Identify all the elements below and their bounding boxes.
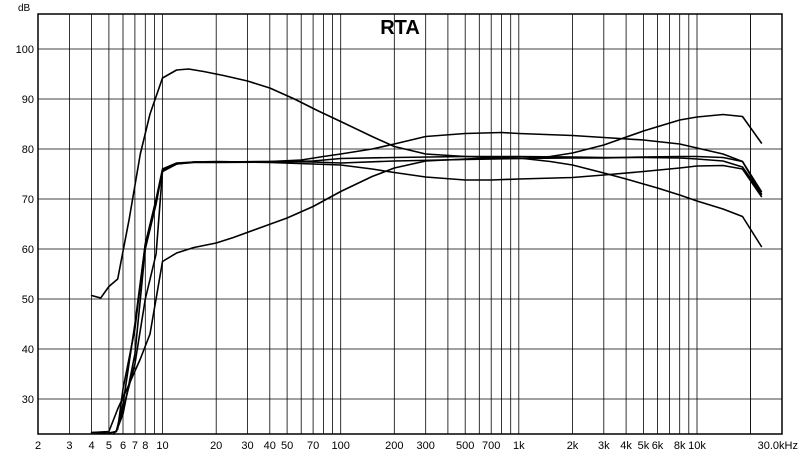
series-line-4 <box>112 131 763 435</box>
x-tick-label: 1k <box>513 440 525 452</box>
y-axis-ticks: 30 40 50 60 70 80 90 100 <box>16 44 34 406</box>
y-axis-unit-label: dB <box>18 3 31 14</box>
y-tick-label: 40 <box>22 344 34 356</box>
plot-frame <box>37 13 783 435</box>
x-axis-ticks: 2 3 4 5 6 7 8 10 20 30 40 50 70 100 200 300 500 700 1k 2k 3k… <box>35 440 798 452</box>
y-tick-label: 100 <box>16 44 34 56</box>
y-tick-label: 50 <box>22 294 34 306</box>
x-tick-label: 10k <box>688 440 706 452</box>
x-tick-label: 3 <box>66 440 72 452</box>
x-tick-label: 500 <box>456 440 474 452</box>
x-tick-label: 20 <box>210 440 222 452</box>
x-tick-label: 3k <box>598 440 610 452</box>
x-tick-label: 30 <box>241 440 253 452</box>
grid <box>38 14 782 434</box>
y-tick-label: 30 <box>22 394 34 406</box>
series-line-5 <box>115 160 763 433</box>
series-line-6 <box>90 113 763 434</box>
x-tick-label: 50 <box>281 440 293 452</box>
series-line-2 <box>90 155 763 434</box>
x-tick-label: 2k <box>567 440 579 452</box>
series-line-1 <box>90 68 763 299</box>
x-tick-label: 700 <box>482 440 500 452</box>
x-tick-label: 40 <box>264 440 276 452</box>
x-tick-label: 5 <box>106 440 112 452</box>
x-tick-label: 70 <box>307 440 319 452</box>
x-tick-label: 2 <box>35 440 41 452</box>
x-tick-label: 6 <box>120 440 126 452</box>
y-tick-label: 60 <box>22 244 34 256</box>
x-tick-label: 7 <box>132 440 138 452</box>
x-tick-label: 100 <box>332 440 350 452</box>
chart-title: RTA <box>380 17 420 39</box>
x-tick-label: 10 <box>156 440 168 452</box>
y-tick-label: 90 <box>22 94 34 106</box>
x-tick-label: 5k <box>638 440 650 452</box>
series-group <box>90 68 763 435</box>
x-tick-label: 8 <box>142 440 148 452</box>
y-tick-label: 80 <box>22 144 34 156</box>
y-tick-label: 70 <box>22 194 34 206</box>
x-tick-label: 30.0kHz <box>758 440 798 452</box>
x-tick-label: 4k <box>620 440 632 452</box>
x-tick-label: 300 <box>417 440 435 452</box>
x-tick-label: 6k <box>652 440 664 452</box>
x-tick-label: 4 <box>89 440 95 452</box>
x-tick-label: 200 <box>385 440 403 452</box>
x-tick-label: 8k <box>674 440 686 452</box>
